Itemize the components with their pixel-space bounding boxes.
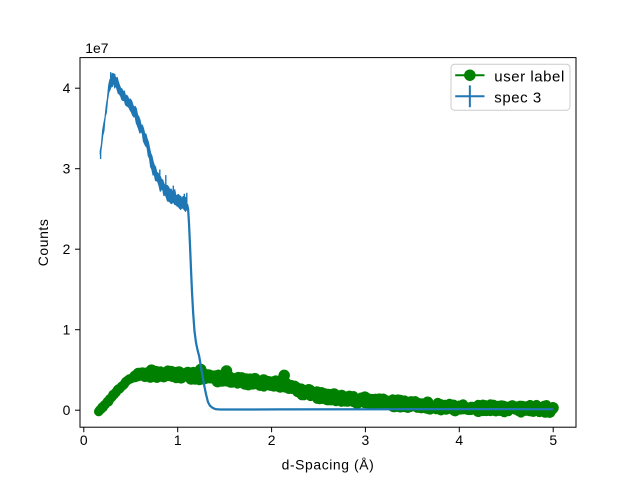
svg-text:1: 1: [63, 322, 71, 338]
svg-text:5: 5: [549, 432, 557, 448]
svg-text:spec 3: spec 3: [494, 90, 542, 107]
svg-text:1e7: 1e7: [85, 40, 108, 56]
svg-text:2: 2: [63, 241, 71, 257]
svg-text:4: 4: [63, 80, 71, 96]
svg-text:user label: user label: [494, 69, 565, 86]
svg-text:3: 3: [63, 161, 71, 177]
svg-text:Counts: Counts: [35, 219, 51, 267]
svg-text:2: 2: [268, 432, 276, 448]
svg-text:0: 0: [80, 432, 88, 448]
svg-text:0: 0: [63, 402, 71, 418]
svg-text:3: 3: [362, 432, 370, 448]
svg-text:1: 1: [174, 432, 182, 448]
svg-text:4: 4: [455, 432, 463, 448]
svg-text:d-Spacing (Å): d-Spacing (Å): [282, 456, 375, 472]
